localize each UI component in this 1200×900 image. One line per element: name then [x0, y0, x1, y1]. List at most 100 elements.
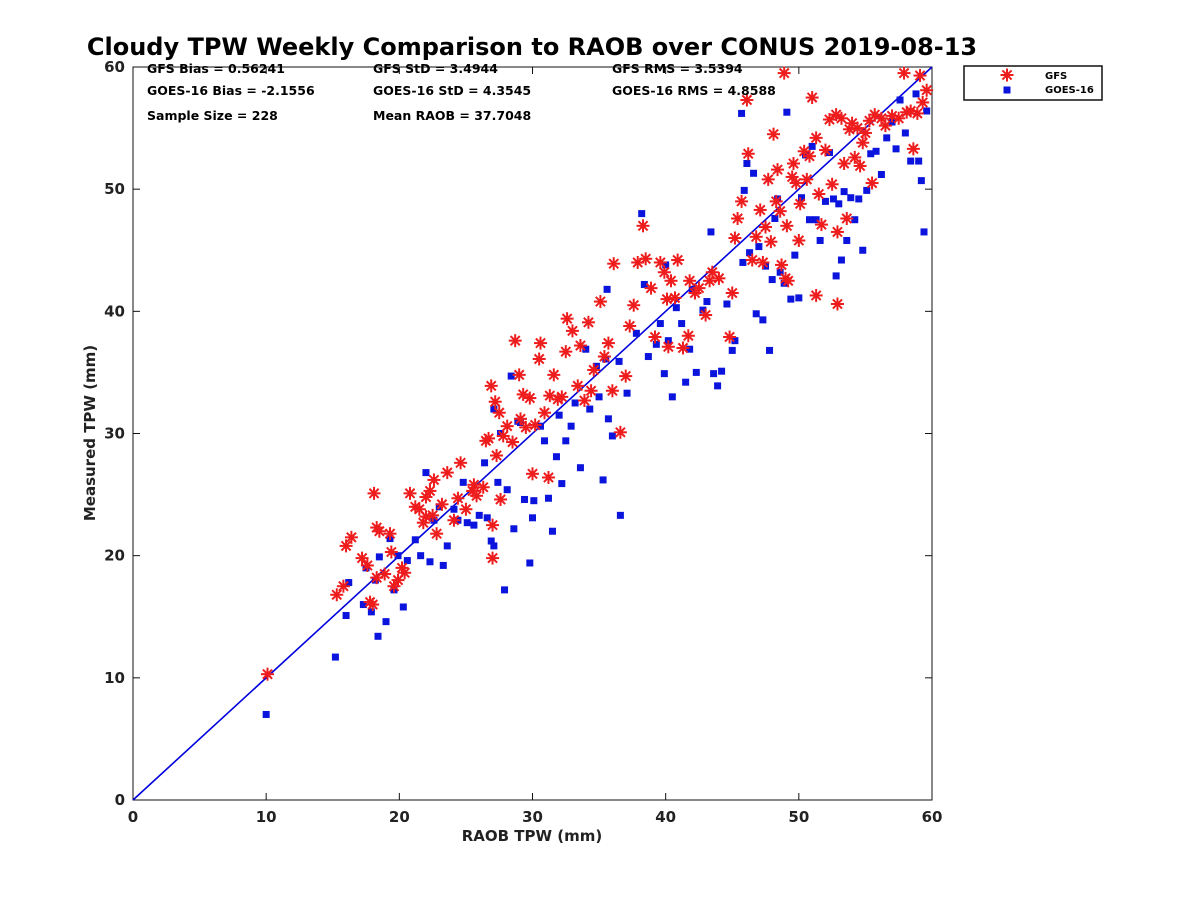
goes16-point [411, 536, 419, 544]
goes16-point [699, 306, 707, 314]
gfs-point [398, 566, 412, 580]
goes16-point [892, 145, 900, 153]
gfs-point [740, 93, 754, 107]
x-tick-label: 20 [389, 808, 410, 826]
y-tick-label: 30 [104, 425, 125, 443]
goes16-point [463, 519, 471, 527]
goes16-point [443, 542, 451, 550]
goes16-point [843, 236, 851, 244]
goes16-point [743, 160, 751, 168]
gfs-point [653, 255, 667, 269]
x-tick-label: 10 [256, 808, 277, 826]
goes16-point [262, 710, 270, 718]
gfs-point [830, 225, 844, 239]
y-axis-label: Measured TPW (mm) [81, 345, 99, 521]
gfs-point [500, 419, 514, 433]
gfs-point [906, 142, 920, 156]
goes16-point [835, 200, 843, 208]
goes16-point [536, 422, 544, 430]
goes16-point [851, 216, 859, 224]
goes16-point [439, 561, 447, 569]
goes16-point [780, 279, 788, 287]
gfs-point [781, 274, 795, 288]
gfs-point [825, 177, 839, 191]
goes16-point [562, 437, 570, 445]
gfs-point [454, 456, 468, 470]
goes16-point [832, 272, 840, 280]
gfs-point [506, 435, 520, 449]
goes16-point [912, 90, 920, 98]
legend-gfs-marker [1000, 68, 1014, 82]
gfs-point [910, 106, 924, 120]
x-axis-label: RAOB TPW (mm) [462, 827, 603, 845]
gfs-point [260, 667, 274, 681]
gfs-point [802, 149, 816, 163]
goes16-point [359, 601, 367, 609]
gfs-point [613, 425, 627, 439]
gfs-point [712, 271, 726, 285]
gfs-point [508, 334, 522, 348]
goes16-point [917, 177, 925, 185]
gfs-point [745, 253, 759, 267]
gfs-point [837, 157, 851, 171]
goes16-point [599, 476, 607, 484]
goes16-point [901, 129, 909, 137]
gfs-point [805, 91, 819, 105]
goes16-point [752, 310, 760, 318]
goes16-point [576, 464, 584, 472]
gfs-point [699, 308, 713, 322]
gfs-point [858, 126, 872, 140]
gfs-point [360, 558, 374, 572]
goes16-point [686, 345, 694, 353]
goes16-point [475, 511, 483, 519]
y-tick-label: 50 [104, 180, 125, 198]
y-tick-label: 60 [104, 58, 125, 76]
gfs-point [366, 598, 380, 612]
gfs-point [777, 66, 791, 80]
goes16-point [766, 346, 774, 354]
goes16-point [558, 480, 566, 488]
goes16-point [668, 393, 676, 401]
goes16-point [403, 557, 411, 565]
series-goes16 [262, 90, 931, 718]
x-tick-label: 0 [128, 808, 138, 826]
gfs-point [657, 265, 671, 279]
gfs-point [853, 159, 867, 173]
goes16-point [682, 378, 690, 386]
gfs-point [526, 467, 539, 481]
gfs-point [741, 147, 755, 161]
goes16-point [540, 437, 548, 445]
goes16-point [707, 228, 715, 236]
goes16-point [746, 249, 754, 257]
y-tick-label: 10 [104, 669, 125, 687]
goes16-point [644, 353, 652, 361]
goes16-point [759, 316, 767, 324]
gfs-point [372, 524, 386, 538]
goes16-point [487, 537, 495, 545]
gfs-point [787, 157, 801, 171]
gfs-point [486, 551, 500, 565]
gfs-point [639, 252, 653, 266]
axis-ticks: 0 10 20 30 40 50 60 0 10 20 30 40 50 60 [104, 58, 942, 826]
goes16-point [399, 603, 407, 611]
goes16-point [771, 214, 779, 222]
gfs-point [769, 194, 783, 208]
goes16-point [483, 514, 491, 522]
gfs-point [587, 363, 601, 377]
goes16-point [783, 108, 791, 116]
goes16-point [544, 494, 552, 502]
gfs-point [496, 429, 510, 443]
stat-gfs-rms: GFS RMS = 3.5394 [612, 61, 743, 76]
gfs-point [735, 194, 749, 208]
gfs-point [412, 502, 426, 516]
gfs-point [753, 203, 767, 217]
gfs-point [512, 368, 526, 382]
goes16-point [603, 285, 611, 293]
gfs-point [780, 219, 794, 233]
gfs-point [573, 339, 587, 353]
goes16-point [797, 194, 805, 202]
gfs-point [470, 489, 484, 503]
goes16-point [422, 469, 430, 477]
gfs-point [676, 341, 690, 355]
